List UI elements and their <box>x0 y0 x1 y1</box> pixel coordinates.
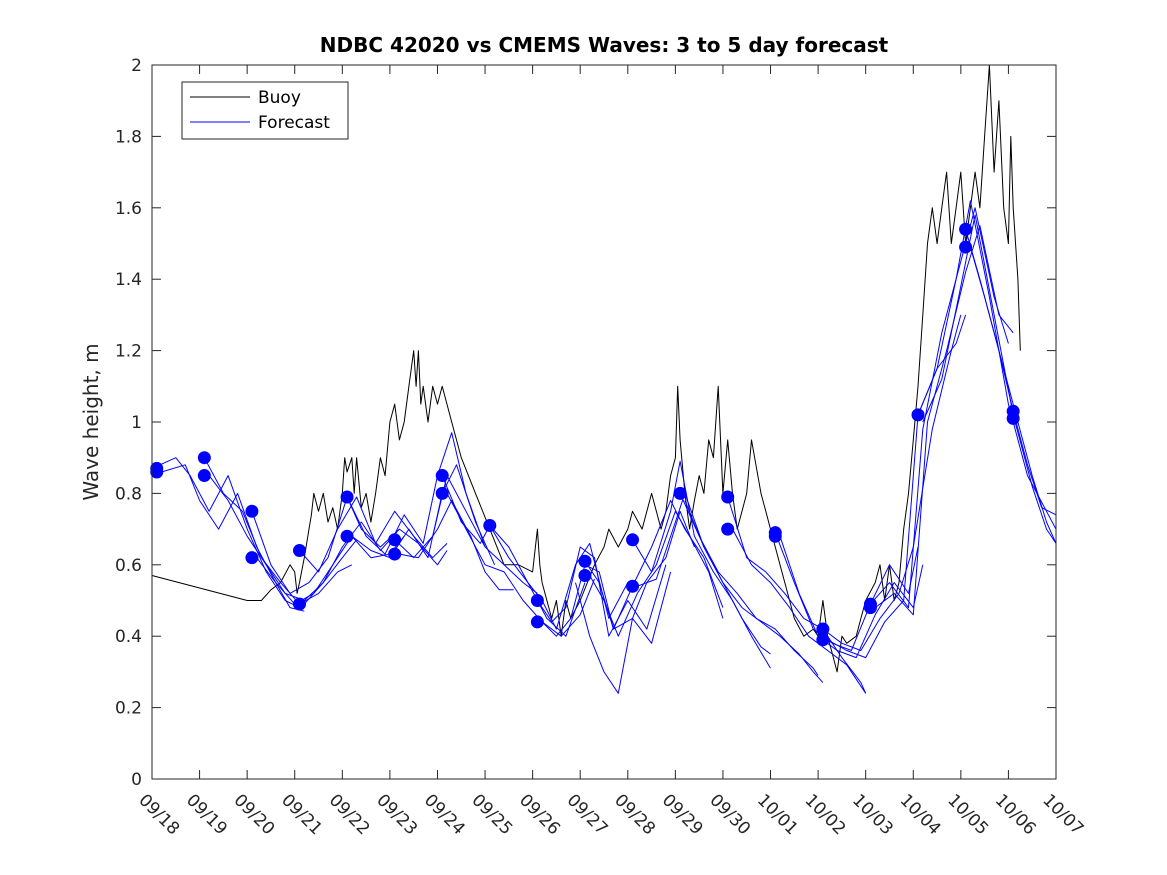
forecast-marker <box>388 547 402 561</box>
forecast-line <box>161 464 305 612</box>
forecast-marker <box>626 579 640 593</box>
forecast-marker <box>626 533 640 547</box>
forecast-marker <box>816 622 830 636</box>
forecast-marker <box>340 529 354 543</box>
legend-box <box>181 81 349 140</box>
forecast-line <box>632 460 771 669</box>
forecast-line <box>727 496 867 694</box>
forecast-line <box>779 536 924 659</box>
y-axis-label: Wave height, m <box>79 343 103 500</box>
forecast-line <box>541 564 672 644</box>
forecast-line <box>870 207 1009 609</box>
forecast-marker <box>721 522 735 536</box>
forecast-marker <box>197 469 211 483</box>
y-tick-label: 1.8 <box>115 127 142 147</box>
y-tick-label: 1.6 <box>115 199 142 219</box>
forecast-marker <box>435 486 449 500</box>
forecast-marker <box>197 451 211 465</box>
forecast-line <box>394 475 538 594</box>
y-tick-label: 1 <box>131 413 142 433</box>
forecast-marker <box>435 469 449 483</box>
forecast-marker <box>245 504 259 518</box>
y-tick-label: 0.2 <box>115 699 142 719</box>
forecast-marker <box>292 544 306 558</box>
legend-label-forecast: Forecast <box>258 113 330 133</box>
forecast-marker <box>578 554 592 568</box>
forecast-line <box>874 225 1014 616</box>
forecast-line <box>346 432 486 555</box>
forecast-line <box>589 510 724 637</box>
forecast-marker <box>292 597 306 611</box>
y-tick-label: 0.6 <box>115 556 142 576</box>
series-layer <box>151 64 1057 694</box>
forecast-marker <box>721 490 735 504</box>
plot-area <box>152 65 1056 779</box>
forecast-marker <box>340 490 354 504</box>
forecast-line <box>536 546 667 637</box>
forecast-marker <box>816 633 830 647</box>
y-tick-label: 0.8 <box>115 484 142 504</box>
forecast-line <box>303 521 448 605</box>
forecast-line <box>203 457 353 605</box>
marker-layer <box>150 222 1020 647</box>
forecast-marker <box>530 615 544 629</box>
y-tick-label: 1.2 <box>115 342 142 362</box>
forecast-line <box>151 457 300 609</box>
y-tick-label: 0 <box>131 770 142 790</box>
y-tick-label: 0.4 <box>115 627 142 647</box>
forecast-line <box>399 500 514 591</box>
legend: Buoy Forecast <box>181 81 349 140</box>
forecast-line <box>584 500 724 630</box>
forecast-line <box>684 500 824 683</box>
y-axis: 0 0.2 0.4 0.6 0.8 1 1.2 1.4 1.6 1.8 2 <box>115 56 1056 790</box>
forecast-marker <box>911 408 925 422</box>
forecast-marker <box>768 529 782 543</box>
chart-title: NDBC 42020 vs CMEMS Waves: 3 to 5 day fo… <box>320 33 889 57</box>
forecast-marker <box>959 240 973 254</box>
forecast-marker <box>863 601 877 615</box>
forecast-marker <box>150 461 164 475</box>
forecast-line <box>351 464 496 566</box>
forecast-marker <box>673 486 687 500</box>
forecast-marker <box>245 551 259 565</box>
legend-label-buoy: Buoy <box>258 88 301 108</box>
forecast-marker <box>1006 411 1020 425</box>
forecast-marker <box>959 222 973 236</box>
forecast-marker <box>483 519 497 533</box>
forecast-line <box>732 528 867 694</box>
forecast-line <box>446 493 595 637</box>
forecast-marker <box>578 569 592 583</box>
forecast-line <box>822 314 962 651</box>
forecast-marker <box>530 594 544 607</box>
forecast-line <box>441 475 586 637</box>
forecast-marker <box>388 533 402 547</box>
y-tick-label: 2 <box>131 56 142 76</box>
y-tick-label: 1.4 <box>115 270 142 290</box>
forecast-line <box>575 510 695 694</box>
forecast-line <box>922 214 1057 544</box>
forecast-line <box>917 200 1057 530</box>
